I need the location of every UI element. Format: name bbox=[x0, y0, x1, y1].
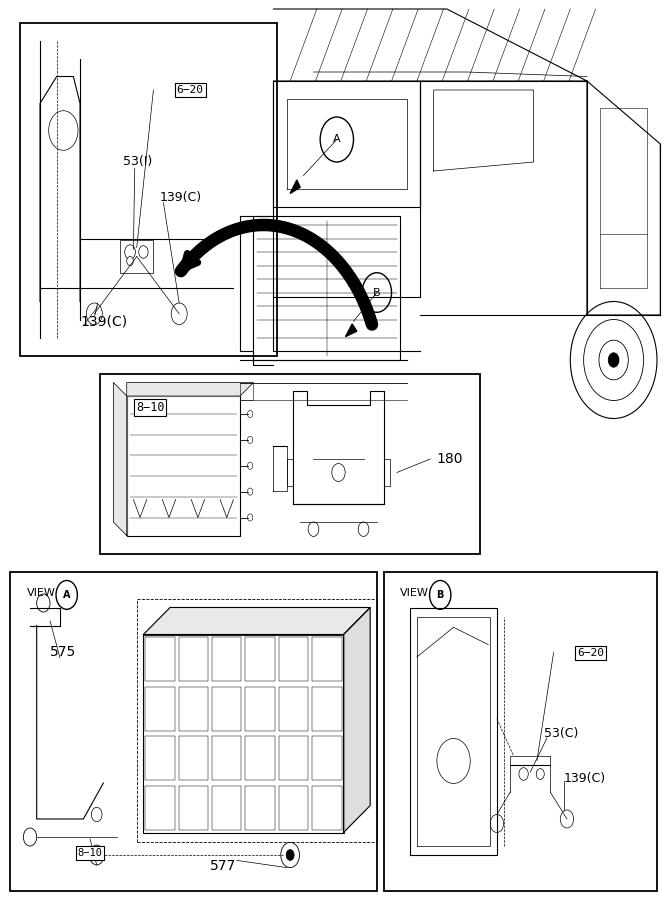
Bar bbox=[384, 572, 657, 891]
Text: 8−10: 8−10 bbox=[77, 848, 103, 859]
Circle shape bbox=[608, 353, 619, 367]
Circle shape bbox=[286, 850, 294, 860]
Bar bbox=[145, 637, 175, 681]
Text: 6−20: 6−20 bbox=[577, 647, 604, 658]
Circle shape bbox=[93, 850, 100, 860]
Bar bbox=[245, 736, 275, 780]
Bar bbox=[245, 637, 275, 681]
Bar bbox=[212, 736, 241, 780]
Circle shape bbox=[247, 514, 253, 521]
Text: 53(C): 53(C) bbox=[544, 727, 578, 740]
Bar bbox=[312, 786, 342, 830]
Text: 6−20: 6−20 bbox=[177, 85, 203, 95]
Bar bbox=[279, 786, 308, 830]
Text: A: A bbox=[63, 590, 71, 600]
Bar bbox=[143, 634, 344, 833]
Bar bbox=[312, 736, 342, 780]
Bar bbox=[20, 22, 277, 356]
Circle shape bbox=[247, 488, 253, 495]
Text: 180: 180 bbox=[437, 452, 464, 466]
Text: 139(C): 139(C) bbox=[80, 314, 127, 328]
Circle shape bbox=[127, 256, 133, 266]
Bar bbox=[145, 786, 175, 830]
Circle shape bbox=[247, 436, 253, 444]
Bar bbox=[279, 687, 308, 731]
Bar bbox=[212, 687, 241, 731]
Polygon shape bbox=[346, 324, 357, 337]
Bar bbox=[179, 786, 208, 830]
Bar bbox=[312, 637, 342, 681]
Circle shape bbox=[247, 410, 253, 418]
Text: VIEW: VIEW bbox=[27, 588, 55, 598]
Bar bbox=[179, 637, 208, 681]
Circle shape bbox=[125, 245, 135, 259]
Text: A: A bbox=[333, 134, 341, 145]
Bar bbox=[127, 396, 240, 536]
Polygon shape bbox=[290, 180, 300, 194]
Bar bbox=[145, 687, 175, 731]
Bar bbox=[312, 687, 342, 731]
Bar bbox=[120, 240, 153, 273]
Bar bbox=[179, 687, 208, 731]
Bar bbox=[279, 637, 308, 681]
Circle shape bbox=[247, 462, 253, 470]
Text: 53(I): 53(I) bbox=[123, 156, 153, 168]
Bar bbox=[245, 786, 275, 830]
Text: 575: 575 bbox=[50, 645, 76, 660]
Text: 139(C): 139(C) bbox=[564, 772, 606, 785]
Bar bbox=[279, 736, 308, 780]
Circle shape bbox=[139, 246, 148, 258]
Text: B: B bbox=[436, 590, 444, 600]
Bar bbox=[212, 786, 241, 830]
Bar bbox=[100, 374, 480, 554]
Bar bbox=[10, 572, 377, 891]
Polygon shape bbox=[127, 382, 253, 396]
Text: 139(C): 139(C) bbox=[160, 192, 202, 204]
Text: VIEW: VIEW bbox=[400, 588, 429, 598]
Bar bbox=[245, 687, 275, 731]
Bar bbox=[179, 736, 208, 780]
Text: 577: 577 bbox=[210, 859, 236, 873]
Polygon shape bbox=[344, 608, 370, 832]
Bar bbox=[145, 736, 175, 780]
Text: B: B bbox=[373, 287, 381, 298]
Bar bbox=[212, 637, 241, 681]
Polygon shape bbox=[143, 608, 370, 634]
Text: 8−10: 8−10 bbox=[136, 401, 164, 414]
Polygon shape bbox=[113, 382, 127, 536]
